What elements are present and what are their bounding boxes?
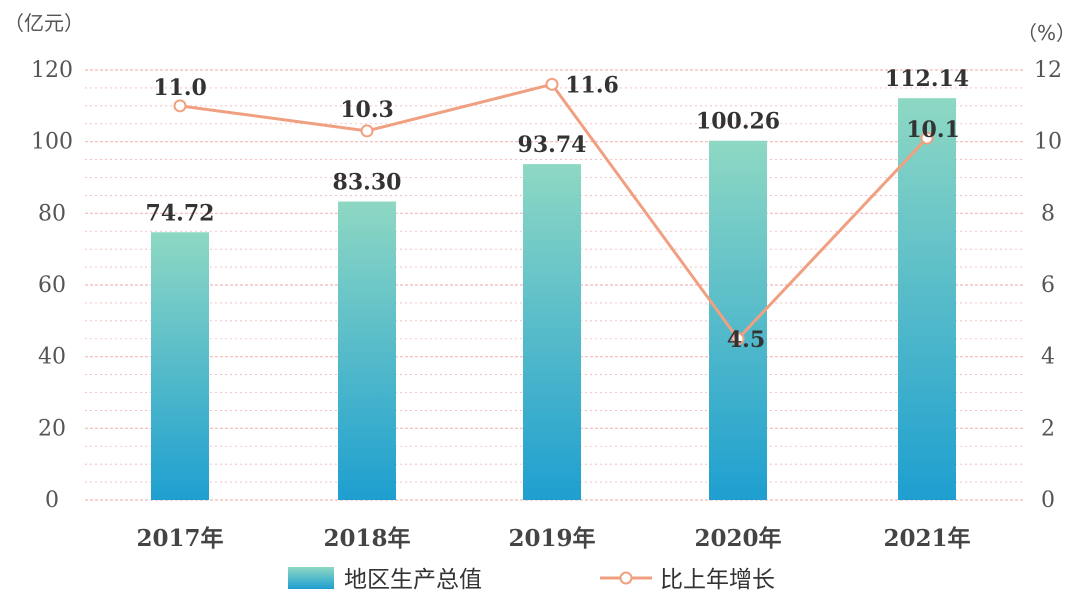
- right-axis-unit: （%）: [1017, 21, 1076, 45]
- category-label: 2019年: [508, 525, 595, 552]
- right-tick-label: 2: [1041, 416, 1055, 441]
- category-label: 2018年: [323, 525, 410, 552]
- line-value-label: 11.0: [153, 75, 207, 101]
- bar: [523, 164, 581, 500]
- bar-value-label: 74.72: [146, 200, 215, 226]
- legend-bar-swatch: [288, 567, 334, 589]
- bar-series: [151, 98, 956, 501]
- category-label: 2020年: [694, 525, 781, 552]
- right-tick-label: 10: [1034, 130, 1062, 155]
- bar-value-label: 83.30: [333, 170, 402, 196]
- right-axis-ticks: 0 2 4 6 8 10 12: [1034, 58, 1062, 513]
- category-label: 2021年: [883, 525, 970, 552]
- line-point: [731, 332, 745, 346]
- right-tick-label: 0: [1041, 488, 1055, 513]
- line-value-label: 11.6: [565, 72, 619, 98]
- legend: 地区生产总值 比上年增长: [288, 567, 775, 593]
- line-point: [173, 99, 187, 113]
- bar-value-label: 93.74: [518, 132, 587, 158]
- left-tick-label: 60: [38, 273, 66, 298]
- bar: [151, 232, 209, 500]
- right-tick-label: 4: [1041, 345, 1055, 370]
- line-point: [545, 77, 559, 91]
- category-label: 2017年: [136, 525, 223, 552]
- left-tick-label: 100: [31, 130, 73, 155]
- right-tick-label: 8: [1041, 201, 1055, 226]
- right-tick-label: 12: [1034, 58, 1062, 83]
- line-series: [173, 77, 934, 346]
- category-labels: 2017年 2018年 2019年 2020年 2021年: [136, 525, 970, 552]
- left-tick-label: 20: [38, 416, 66, 441]
- bar-data-labels: 74.72 83.30 93.74 100.26 112.14: [146, 66, 970, 226]
- line-point: [920, 131, 934, 145]
- left-tick-label: 40: [38, 345, 66, 370]
- legend-line-marker: [619, 571, 633, 585]
- bar-value-label: 100.26: [696, 109, 780, 135]
- line-point: [360, 124, 374, 138]
- line-value-label: 10.3: [340, 97, 394, 123]
- left-tick-label: 80: [38, 201, 66, 226]
- bar: [898, 98, 956, 500]
- line-data-labels: 11.0 10.3 11.6 4.5 10.1: [153, 72, 960, 352]
- bar: [709, 140, 767, 501]
- bar: [338, 201, 396, 500]
- legend-bar-label: 地区生产总值: [344, 567, 482, 593]
- left-axis-unit: （亿元）: [4, 11, 84, 35]
- left-tick-label: 120: [31, 58, 73, 83]
- legend-line-label: 比上年增长: [660, 567, 775, 593]
- line-value-label: 10.1: [906, 117, 960, 143]
- left-tick-label: 0: [45, 488, 59, 513]
- bar-value-label: 112.14: [885, 66, 969, 92]
- left-axis-ticks: 0 20 40 60 80 100 120: [31, 58, 73, 513]
- line-value-label: 4.5: [727, 327, 765, 353]
- right-tick-label: 6: [1041, 273, 1055, 298]
